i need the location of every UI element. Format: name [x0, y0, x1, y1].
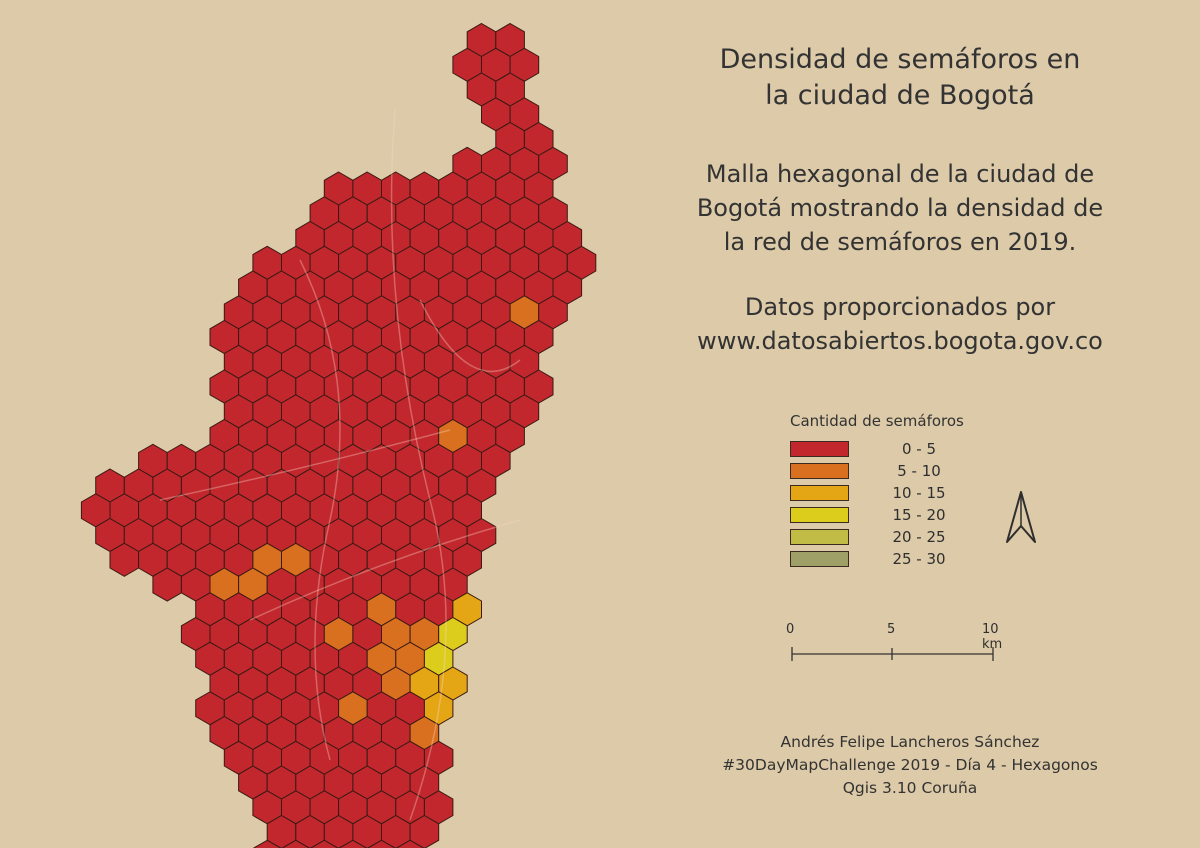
hex-cell [281, 839, 311, 848]
hexagon-map [80, 22, 597, 848]
road-line [159, 429, 451, 501]
legend-swatch [790, 528, 849, 545]
challenge-tag: #30DayMapChallenge 2019 - Día 4 - Hexago… [722, 756, 1098, 774]
map-description: Malla hexagonal de la ciudad de Bogotá m… [680, 157, 1120, 259]
hex-cell [338, 839, 368, 848]
author: Andrés Felipe Lancheros Sánchez [780, 733, 1040, 751]
title-line-1: Densidad de semáforos en [719, 44, 1081, 75]
legend-label: 25 - 30 [892, 549, 946, 568]
legend-swatch [790, 462, 849, 479]
hex-cell [409, 814, 440, 848]
data-source: Datos proporcionados por www.datosabiert… [680, 290, 1120, 358]
description-line-3: la red de semáforos en 2019. [723, 228, 1077, 256]
software-info: Qgis 3.10 Coruña [842, 779, 978, 797]
source-line-1: Datos proporcionados por [744, 293, 1056, 321]
legend-title: Cantidad de semáforos [790, 412, 964, 430]
legend-label: 10 - 15 [892, 483, 946, 502]
credits: Andrés Felipe Lancheros Sánchez #30DayMa… [700, 731, 1120, 800]
hex-cell [309, 839, 339, 848]
source-url: www.datosabiertos.bogota.gov.co [697, 327, 1103, 355]
scale-bar: 0 5 10 km [786, 620, 1006, 665]
scale-bar-line [791, 647, 994, 661]
north-arrow-icon [1006, 491, 1036, 543]
legend-item: 10 - 15 [790, 482, 1020, 503]
legend-item: 20 - 25 [790, 526, 1020, 547]
road-line [299, 259, 341, 761]
road-line [419, 299, 521, 373]
map-title: Densidad de semáforos en la ciudad de Bo… [690, 42, 1110, 114]
hex-cell [395, 839, 425, 848]
legend-swatch [790, 440, 849, 457]
legend-item: 5 - 10 [790, 460, 1020, 481]
legend-swatch [790, 506, 849, 523]
legend-label: 5 - 10 [897, 461, 941, 480]
hex-cell [367, 839, 396, 848]
scale-tick-label: 5 [887, 622, 896, 637]
description-line-1: Malla hexagonal de la ciudad de [705, 160, 1095, 188]
legend-swatch [790, 550, 849, 567]
legend-label: 15 - 20 [892, 505, 946, 524]
legend-item: 25 - 30 [790, 548, 1020, 569]
scale-tick-label: 0 [786, 622, 795, 637]
road-line [390, 109, 447, 821]
description-line-2: Bogotá mostrando la densidad de [696, 194, 1104, 222]
legend: Cantidad de semáforos 0 - 5 5 - 10 10 - … [790, 412, 1020, 570]
title-line-2: la ciudad de Bogotá [765, 80, 1035, 111]
scale-tick-label: 10 km [982, 622, 1003, 652]
legend-label: 20 - 25 [892, 527, 946, 546]
legend-item: 15 - 20 [790, 504, 1020, 525]
legend-swatch [790, 484, 849, 501]
legend-item: 0 - 5 [790, 438, 1020, 459]
road-line [249, 519, 521, 621]
legend-label: 0 - 5 [901, 439, 937, 458]
hex-cell [252, 839, 282, 848]
